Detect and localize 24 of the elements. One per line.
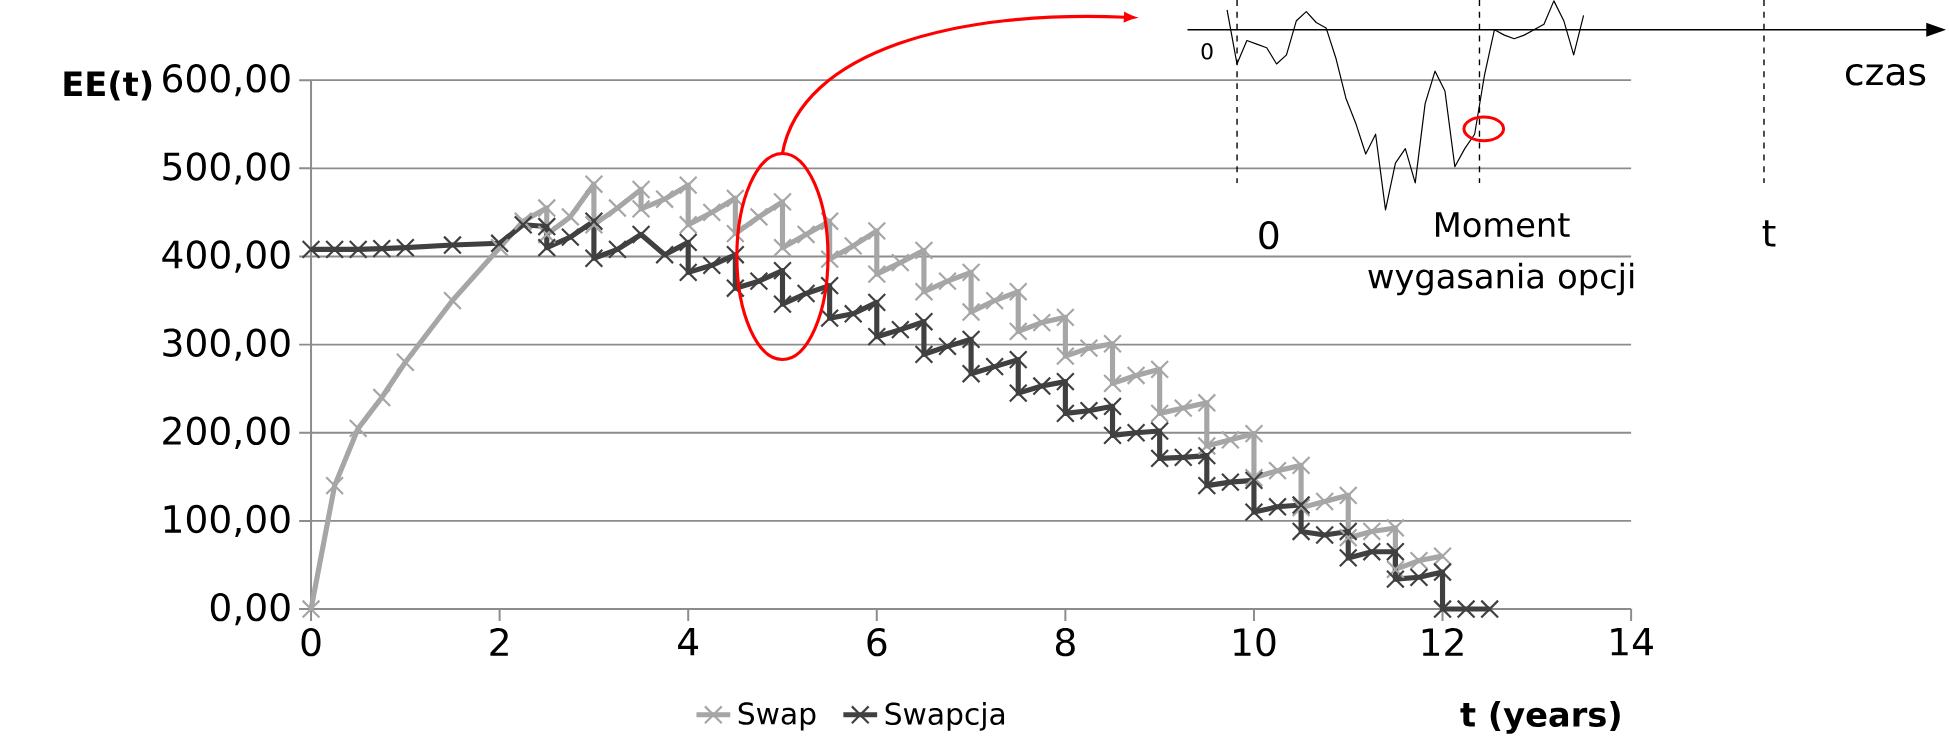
y-tick-label: 300,00 (163, 328, 290, 361)
x-tick-label: 14 (1611, 628, 1653, 656)
text: czas (1845, 64, 1926, 86)
y-tick-label: 100,00 (164, 504, 290, 538)
y-tick-label: 400,00 (162, 240, 290, 273)
y-tick-label: 500,00 (163, 152, 290, 185)
legend-label: Swap (738, 702, 816, 731)
text: 0 (1201, 43, 1213, 60)
x-tick-label: 10 (1234, 628, 1276, 657)
y-axis-title: EE(t) (64, 70, 152, 101)
x-tick-label: 8 (1055, 628, 1075, 657)
x-tick-label: 0 (301, 628, 321, 657)
annotation: 0 (1259, 221, 1279, 250)
y-tick-label: 200,00 (163, 416, 290, 450)
text: t (1762, 220, 1776, 247)
x-tick-label: 12 (1422, 628, 1463, 656)
y-tick-label: 600,00 (163, 64, 290, 97)
x-tick-label: 4 (678, 628, 699, 656)
annotation: Moment wygasania opcji (1368, 212, 1634, 296)
legend-label: Swapcja (885, 702, 1005, 731)
x-tick-label: 2 (490, 628, 508, 656)
x-axis-title: t (years) (1460, 701, 1620, 734)
y-tick-label: 0,00 (210, 593, 290, 626)
x-tick-label: 6 (867, 628, 887, 657)
